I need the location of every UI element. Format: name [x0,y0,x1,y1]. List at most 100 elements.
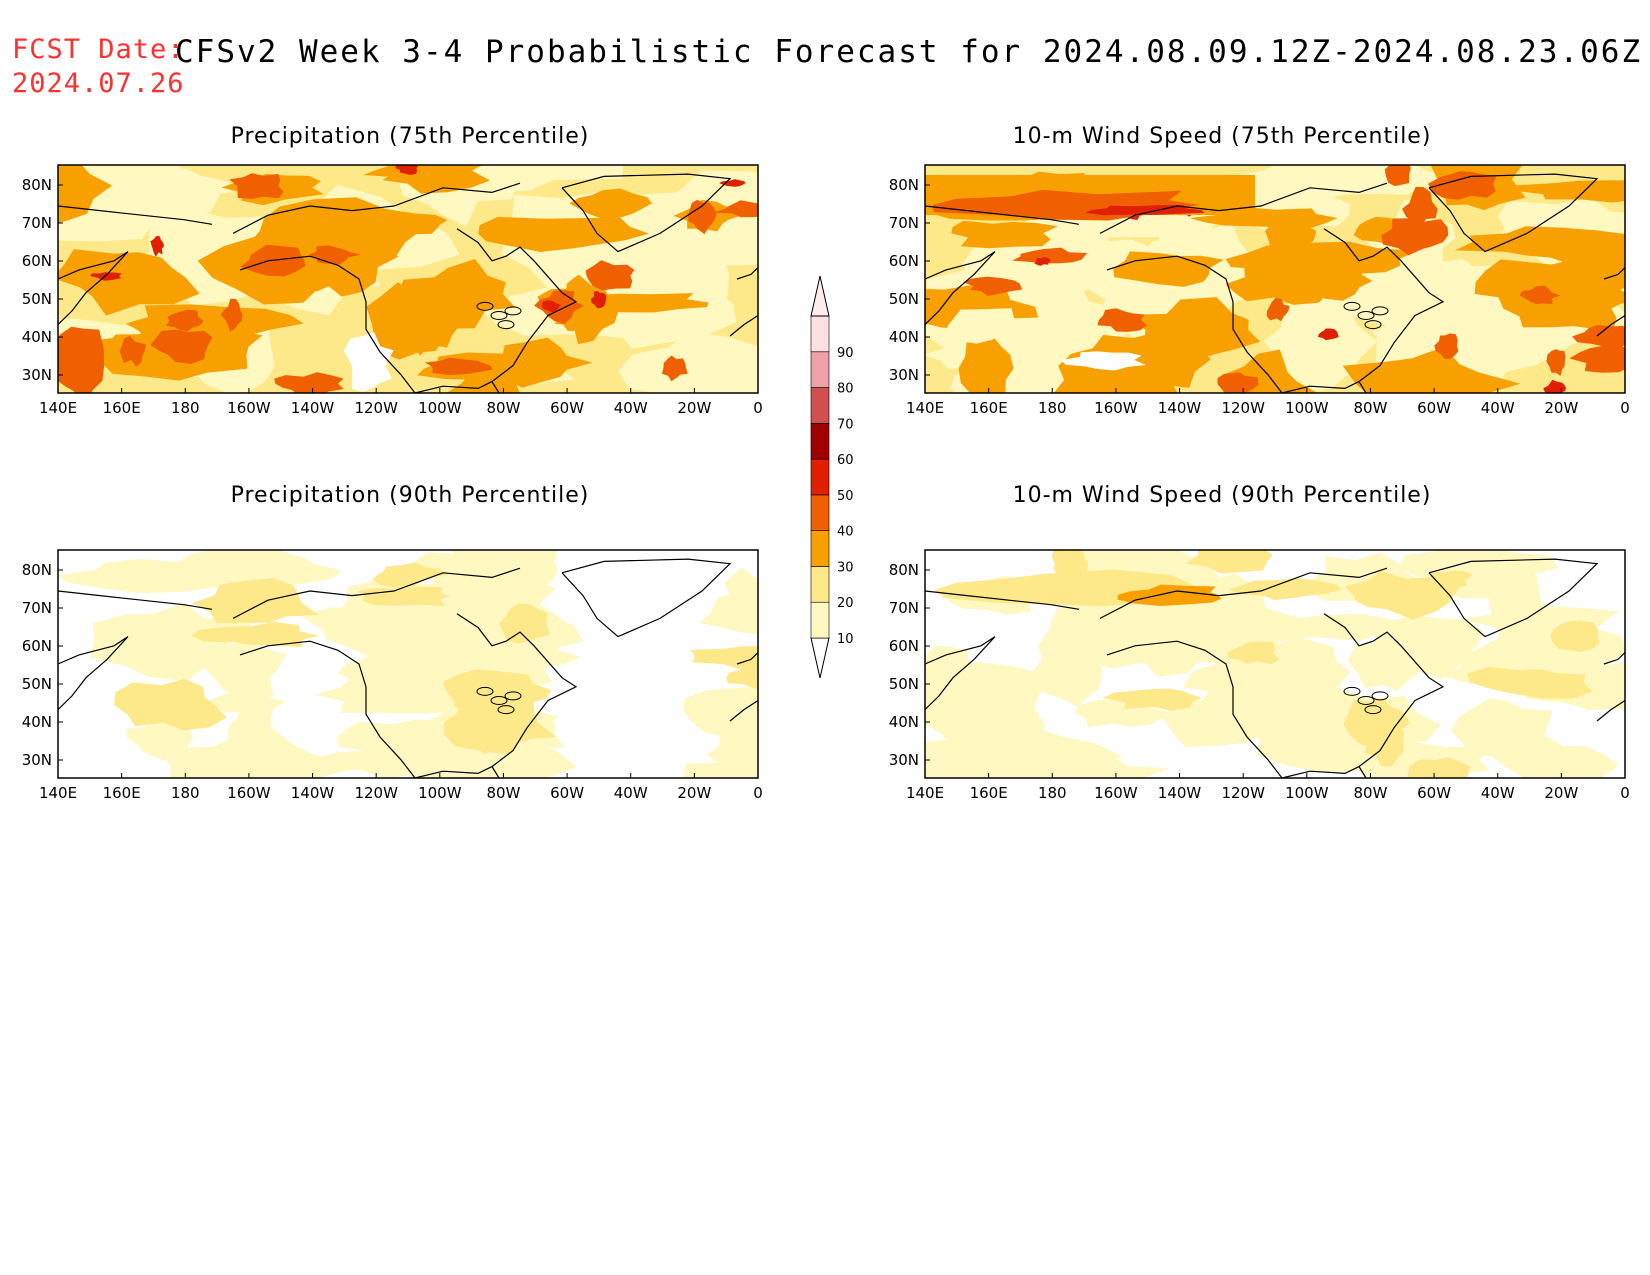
lon-tick-label: 140W [1158,399,1202,417]
map-panel-precip-90: 80N 70N 60N 50N 40N 30N 140E 160E 180 160W 140W 120… [22,549,763,802]
lat-tick-label: 60N [22,252,52,270]
lon-tick-label: 80W [1353,784,1387,802]
probability-contour [1519,285,1561,304]
lat-tick-label: 70N [22,599,52,617]
map-panel-wind-90: 80N 70N 60N 50N 40N 30N 140E 160E 180 160W 140W 120… [889,549,1630,802]
lon-tick-label: 160W [227,784,271,802]
probability-contour [1550,620,1600,652]
probability-contour [683,753,758,778]
lon-tick-label: 20W [1544,399,1578,417]
lake-outline [504,306,522,316]
lon-tick-label: 100W [1285,399,1329,417]
probability-contour [542,300,561,313]
lon-tick-label: 180 [171,784,200,802]
lat-tick-label: 70N [889,599,919,617]
probability-contour [1228,578,1343,601]
probability-contour [1543,379,1566,393]
coastline [1281,381,1360,393]
lat-tick-label: 50N [889,290,919,308]
lat-tick-label: 30N [889,366,919,384]
probability-contour [495,337,593,388]
lon-tick-label: 60W [550,399,584,417]
probability-contour [158,550,342,591]
coastline [925,590,1080,610]
lake-outline [1364,320,1382,330]
probability-contour [363,165,485,182]
colorbar-swatch [810,423,830,460]
lat-tick-label: 40N [22,713,52,731]
coastline [561,173,732,253]
lon-tick-label: 160E [970,399,1008,417]
probability-contour [1098,356,1181,393]
lat-tick-label: 80N [22,176,52,194]
lon-tick-label: 140W [291,784,335,802]
probability-contour [1022,650,1102,707]
coastline [561,558,732,638]
probability-contour [329,212,448,238]
colorbar-swatch [810,601,830,639]
probability-contour [478,550,558,599]
lat-tick-label: 60N [889,252,919,270]
map-frame [57,164,759,394]
probability-contour [719,179,746,187]
map-frame [57,549,759,779]
probability-contour [119,335,146,367]
colorbar-swatch [810,458,830,496]
lon-tick-label: 120W [1221,784,1265,802]
coastline [729,314,758,337]
coastline [1106,640,1283,778]
colorbar-label: 70 [837,417,854,432]
probability-contour [1546,349,1566,376]
probability-contour [1226,641,1280,665]
probability-contour [1342,346,1521,393]
lon-tick-label: 120W [354,784,398,802]
probability-contour [310,740,466,778]
probability-contour [1085,205,1205,216]
lon-tick-label: 160E [103,784,141,802]
probability-contour [1217,372,1259,393]
lon-tick-label: 0 [1620,399,1630,417]
probability-contour [688,199,717,235]
probability-contour [90,272,122,281]
lon-tick-label: 0 [1620,784,1630,802]
probability-contour [395,165,419,176]
panel-title-wind-75: 10-m Wind Speed (75th Percentile) [1012,124,1432,149]
lon-tick-label: 0 [753,399,763,417]
lake-outline [1343,686,1361,696]
lon-tick-label: 60W [550,784,584,802]
probability-contour [205,642,287,696]
coastline [1106,255,1283,393]
lon-tick-label: 80W [1353,399,1387,417]
probability-contour [1434,333,1459,359]
lat-tick-label: 40N [889,713,919,731]
lake-outline [1371,691,1389,701]
lon-tick-label: 120W [354,399,398,417]
lon-tick-label: 20W [677,784,711,802]
colorbar: 10 20 30 40 50 60 70 80 90 [810,275,854,679]
lake-outline [504,691,522,701]
lat-tick-label: 30N [22,366,52,384]
probability-contour [498,603,550,644]
lake-outline [1357,310,1375,320]
lon-tick-label: 140E [39,784,77,802]
probability-contour [478,216,649,252]
lake-outline [490,310,508,320]
probability-contour [1317,328,1339,341]
probability-contour [1467,667,1593,699]
lon-tick-label: 180 [1038,784,1067,802]
lon-tick-label: 80W [486,784,520,802]
probability-contour [1428,171,1497,200]
panel-title-wind-90: 10-m Wind Speed (90th Percentile) [1012,483,1432,508]
lon-tick-label: 140W [1158,784,1202,802]
coastline [1099,567,1388,619]
lon-tick-label: 120W [1221,399,1265,417]
lon-tick-label: 100W [1285,784,1329,802]
probability-contour [1384,165,1411,187]
coastline [1428,558,1599,638]
probability-contour [590,291,607,309]
lon-tick-label: 100W [418,784,462,802]
colorbar-swatch [810,351,830,388]
lake-outline [490,695,508,705]
probability-contour [1097,308,1147,332]
coastline [239,640,416,778]
